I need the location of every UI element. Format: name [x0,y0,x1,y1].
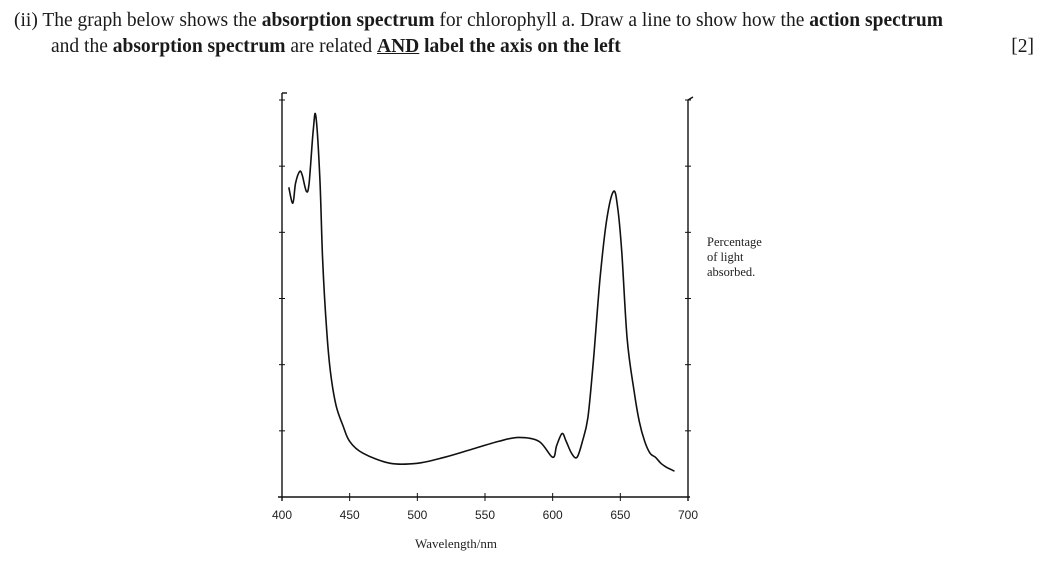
emphasis-and: AND [377,36,420,57]
x-axis-title: Wavelength/nm [415,536,497,551]
question-text-part: for chlorophyll a. Draw a line to show h… [434,10,810,31]
x-tick-label: 500 [407,508,427,522]
right-axis-label: Percentage of light absorbed. [707,235,762,279]
emphasis-absorption-spectrum: absorption spectrum [261,10,435,31]
question-text-part: The graph below shows the [42,10,262,31]
emphasis-absorption-spectrum-2: absorption spectrum [112,36,286,57]
right-axis-label-line: Percentage [707,235,762,249]
marks-allocation: [2] [1011,36,1034,57]
x-tick-label: 700 [678,508,698,522]
emphasis-label-axis: label the axis on the left [419,36,621,57]
question-text-part: are related [285,36,378,57]
emphasis-action-spectrum: action spectrum [809,10,944,31]
x-tick-label: 400 [272,508,292,522]
x-tick-label: 600 [543,508,563,522]
question-number: (ii) [14,10,38,31]
chart-axes [278,92,694,501]
x-tick-label: 450 [340,508,360,522]
absorption-spectrum-line [288,112,675,472]
question-line-2: and the absorption spectrum are related … [14,34,1034,60]
right-axis-label-line: of light [707,250,744,264]
question-line-1: (ii) The graph below shows the absorptio… [14,8,1034,34]
right-axis-label-line: absorbed. [707,265,755,279]
chart-marks [288,112,675,472]
question-text-part: and the [51,36,113,57]
question-text: (ii) The graph below shows the absorptio… [14,8,1034,60]
x-tick-label: 650 [610,508,630,522]
chart-labels: 400 450 500 550 600 650 700 Wavelength/nm Percen… [272,235,762,551]
x-tick-label: 550 [475,508,495,522]
